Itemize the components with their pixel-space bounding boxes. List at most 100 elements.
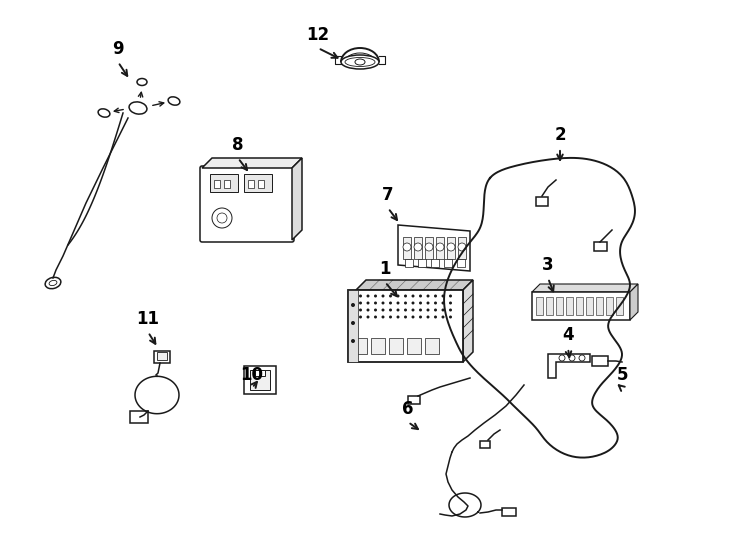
Text: 10: 10: [241, 366, 264, 384]
FancyBboxPatch shape: [389, 338, 403, 354]
FancyBboxPatch shape: [447, 237, 455, 259]
FancyBboxPatch shape: [418, 259, 426, 267]
Circle shape: [366, 294, 369, 298]
FancyBboxPatch shape: [425, 338, 439, 354]
Circle shape: [412, 315, 415, 319]
Circle shape: [412, 294, 415, 298]
Circle shape: [569, 355, 575, 361]
Circle shape: [449, 294, 452, 298]
Circle shape: [374, 315, 377, 319]
Polygon shape: [356, 280, 473, 290]
Circle shape: [217, 213, 227, 223]
FancyBboxPatch shape: [566, 297, 573, 315]
Circle shape: [441, 308, 445, 312]
Circle shape: [366, 315, 369, 319]
FancyBboxPatch shape: [480, 441, 490, 448]
Circle shape: [449, 315, 452, 319]
Circle shape: [436, 243, 444, 251]
FancyBboxPatch shape: [457, 259, 465, 267]
Circle shape: [359, 294, 362, 298]
Polygon shape: [548, 354, 590, 378]
Circle shape: [579, 355, 585, 361]
Circle shape: [419, 301, 422, 305]
Circle shape: [396, 301, 399, 305]
Polygon shape: [463, 280, 473, 362]
Circle shape: [447, 243, 455, 251]
Circle shape: [426, 308, 429, 312]
Circle shape: [351, 339, 355, 343]
Circle shape: [382, 294, 385, 298]
Circle shape: [382, 315, 385, 319]
Circle shape: [434, 294, 437, 298]
FancyBboxPatch shape: [200, 166, 294, 242]
Text: 6: 6: [402, 400, 414, 418]
Ellipse shape: [129, 102, 147, 114]
FancyBboxPatch shape: [214, 180, 220, 188]
Circle shape: [212, 208, 232, 228]
Circle shape: [351, 303, 355, 307]
FancyBboxPatch shape: [606, 297, 613, 315]
FancyBboxPatch shape: [586, 297, 593, 315]
Circle shape: [434, 308, 437, 312]
FancyBboxPatch shape: [130, 411, 148, 423]
FancyBboxPatch shape: [444, 259, 452, 267]
Circle shape: [404, 315, 407, 319]
Circle shape: [351, 321, 355, 325]
Circle shape: [426, 301, 429, 305]
Circle shape: [396, 308, 399, 312]
FancyBboxPatch shape: [436, 237, 444, 259]
Circle shape: [382, 301, 385, 305]
FancyBboxPatch shape: [244, 174, 272, 192]
FancyBboxPatch shape: [407, 338, 421, 354]
Circle shape: [389, 294, 392, 298]
FancyBboxPatch shape: [596, 297, 603, 315]
FancyBboxPatch shape: [157, 352, 167, 360]
FancyBboxPatch shape: [210, 174, 238, 192]
FancyBboxPatch shape: [546, 297, 553, 315]
Circle shape: [359, 301, 362, 305]
Circle shape: [389, 301, 392, 305]
Circle shape: [404, 308, 407, 312]
FancyBboxPatch shape: [556, 297, 563, 315]
Circle shape: [414, 243, 422, 251]
FancyBboxPatch shape: [536, 197, 548, 206]
Circle shape: [366, 301, 369, 305]
Circle shape: [434, 315, 437, 319]
FancyBboxPatch shape: [371, 338, 385, 354]
Ellipse shape: [355, 59, 365, 65]
Circle shape: [449, 301, 452, 305]
Text: 2: 2: [554, 126, 566, 144]
FancyBboxPatch shape: [592, 356, 608, 366]
Text: 7: 7: [382, 186, 394, 204]
FancyBboxPatch shape: [250, 370, 270, 390]
FancyBboxPatch shape: [244, 366, 276, 394]
Circle shape: [449, 308, 452, 312]
Ellipse shape: [46, 278, 61, 289]
Text: 8: 8: [232, 136, 244, 154]
Circle shape: [366, 308, 369, 312]
FancyBboxPatch shape: [532, 292, 630, 320]
Circle shape: [374, 301, 377, 305]
FancyBboxPatch shape: [458, 237, 466, 259]
Ellipse shape: [49, 280, 57, 286]
Polygon shape: [630, 284, 638, 320]
Circle shape: [419, 308, 422, 312]
Circle shape: [419, 315, 422, 319]
Circle shape: [434, 301, 437, 305]
FancyBboxPatch shape: [348, 290, 358, 362]
Circle shape: [374, 294, 377, 298]
FancyBboxPatch shape: [255, 370, 265, 376]
Circle shape: [396, 315, 399, 319]
Text: 12: 12: [306, 26, 330, 44]
FancyBboxPatch shape: [414, 237, 422, 259]
Circle shape: [441, 301, 445, 305]
Circle shape: [412, 308, 415, 312]
Text: 11: 11: [137, 310, 159, 328]
Circle shape: [404, 301, 407, 305]
FancyBboxPatch shape: [502, 508, 516, 516]
FancyBboxPatch shape: [616, 297, 623, 315]
Circle shape: [396, 294, 399, 298]
Circle shape: [426, 294, 429, 298]
FancyBboxPatch shape: [403, 237, 411, 259]
Polygon shape: [292, 158, 302, 240]
